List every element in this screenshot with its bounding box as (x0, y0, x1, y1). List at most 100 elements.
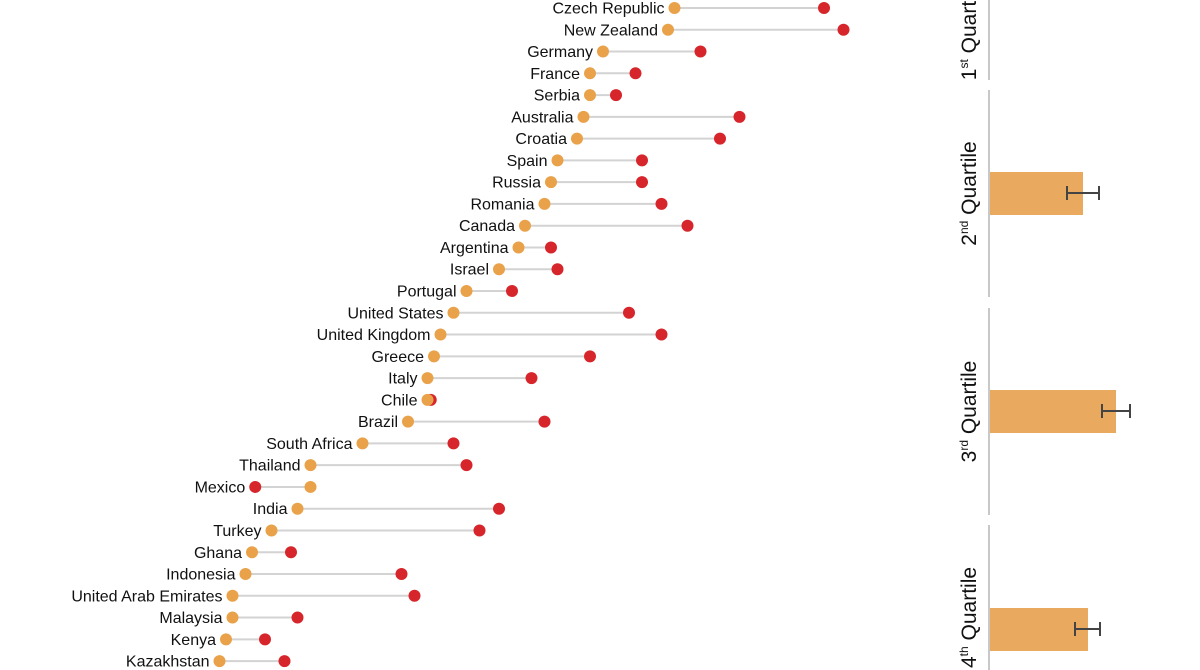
country-label: Kenya (171, 632, 216, 649)
end-point (551, 263, 564, 276)
country-label: Germany (527, 44, 593, 61)
quartile-group: 1st Quartile (957, 0, 990, 80)
start-point (662, 23, 674, 36)
end-point (285, 546, 297, 559)
country-label: Croatia (515, 131, 567, 148)
end-point (818, 2, 830, 14)
start-point (597, 45, 609, 58)
dumbbell-row: Portugal (397, 284, 518, 301)
country-label: Greece (372, 349, 425, 366)
quartile-label: 1st Quartile (957, 0, 981, 80)
start-point (239, 568, 252, 581)
end-point (636, 176, 648, 189)
country-label: Argentina (440, 240, 509, 257)
dumbbell-row: United Arab Emirates (71, 588, 421, 605)
country-label: United Arab Emirates (71, 588, 222, 605)
start-point (571, 132, 583, 145)
end-point (249, 480, 262, 493)
start-point (512, 241, 525, 254)
start-point (460, 285, 473, 298)
start-point (584, 67, 596, 80)
quartile-group: 2nd Quartile (957, 90, 1100, 297)
dumbbell-row: Ghana (194, 545, 297, 562)
end-point (655, 197, 668, 210)
country-label: Chile (381, 392, 418, 409)
start-point (493, 263, 505, 276)
end-point (584, 350, 596, 363)
start-point (291, 502, 304, 515)
country-label: Italy (388, 371, 417, 388)
end-point (525, 372, 538, 385)
country-label: New Zealand (564, 22, 658, 39)
quartile-group: 4th Quartile (957, 525, 1101, 670)
country-label: South Africa (266, 436, 352, 453)
country-label: Australia (511, 109, 573, 126)
end-point (681, 219, 694, 232)
start-point (265, 524, 278, 537)
end-point (506, 285, 518, 298)
dumbbell-row: France (530, 66, 642, 83)
dumbbell-row: Mexico (195, 479, 317, 496)
country-label: France (530, 66, 580, 83)
dumbbell-row: Australia (511, 109, 746, 126)
dumbbell-row: Thailand (239, 458, 473, 475)
country-label: Kazakhstan (126, 654, 210, 670)
dumbbell-row: Brazil (358, 414, 551, 431)
country-label: Portugal (397, 284, 457, 301)
end-point (545, 241, 557, 254)
dumbbell-row: New Zealand (564, 22, 850, 39)
country-label: Ghana (194, 545, 242, 562)
country-label: Thailand (239, 458, 300, 475)
country-label: Indonesia (166, 567, 235, 584)
country-label: Turkey (213, 523, 261, 540)
start-point (421, 393, 434, 406)
country-label: United Kingdom (317, 327, 431, 344)
start-point (304, 480, 317, 493)
start-point (428, 350, 440, 363)
dumbbell-row: Malaysia (159, 610, 304, 627)
start-point (304, 459, 317, 472)
end-point (629, 67, 642, 80)
start-point (538, 197, 551, 210)
start-point (246, 546, 258, 559)
dumbbell-row: Israel (450, 262, 564, 279)
dumbbell-row: Indonesia (166, 567, 408, 584)
dumbbell-row: Argentina (440, 240, 557, 257)
dumbbell-row: Kazakhstan (126, 654, 291, 670)
start-point (668, 2, 681, 14)
dumbbell-row: United States (347, 305, 635, 322)
end-point (623, 306, 635, 319)
start-point (220, 633, 232, 646)
quartile-group: 3rd Quartile (957, 308, 1131, 515)
country-label: Mexico (195, 479, 246, 496)
end-point (714, 132, 726, 145)
end-point (610, 89, 622, 102)
dumbbell-row: Chile (381, 392, 437, 409)
quartile-label: 2nd Quartile (957, 141, 981, 245)
start-point (213, 655, 226, 668)
country-label: Serbia (534, 88, 580, 105)
start-point (545, 176, 557, 189)
end-point (694, 45, 707, 58)
dumbbell-row: Canada (459, 218, 694, 235)
start-point (551, 154, 564, 167)
end-point (278, 655, 291, 668)
start-point (447, 306, 460, 319)
end-point (259, 633, 271, 646)
dumbbell-row: Croatia (515, 131, 726, 148)
end-point (837, 23, 850, 36)
country-label: Malaysia (159, 610, 222, 627)
start-point (226, 589, 239, 602)
start-point (421, 372, 434, 385)
end-point (291, 611, 304, 624)
dumbbell-row: South Africa (266, 436, 460, 453)
quartile-bar (990, 390, 1116, 433)
dumbbell-row: Romania (470, 196, 668, 213)
country-label: Russia (492, 175, 541, 192)
quartile-label: 4th Quartile (957, 567, 981, 668)
start-point (226, 611, 239, 624)
start-point (434, 328, 447, 341)
end-point (733, 110, 746, 123)
end-point (460, 459, 473, 472)
